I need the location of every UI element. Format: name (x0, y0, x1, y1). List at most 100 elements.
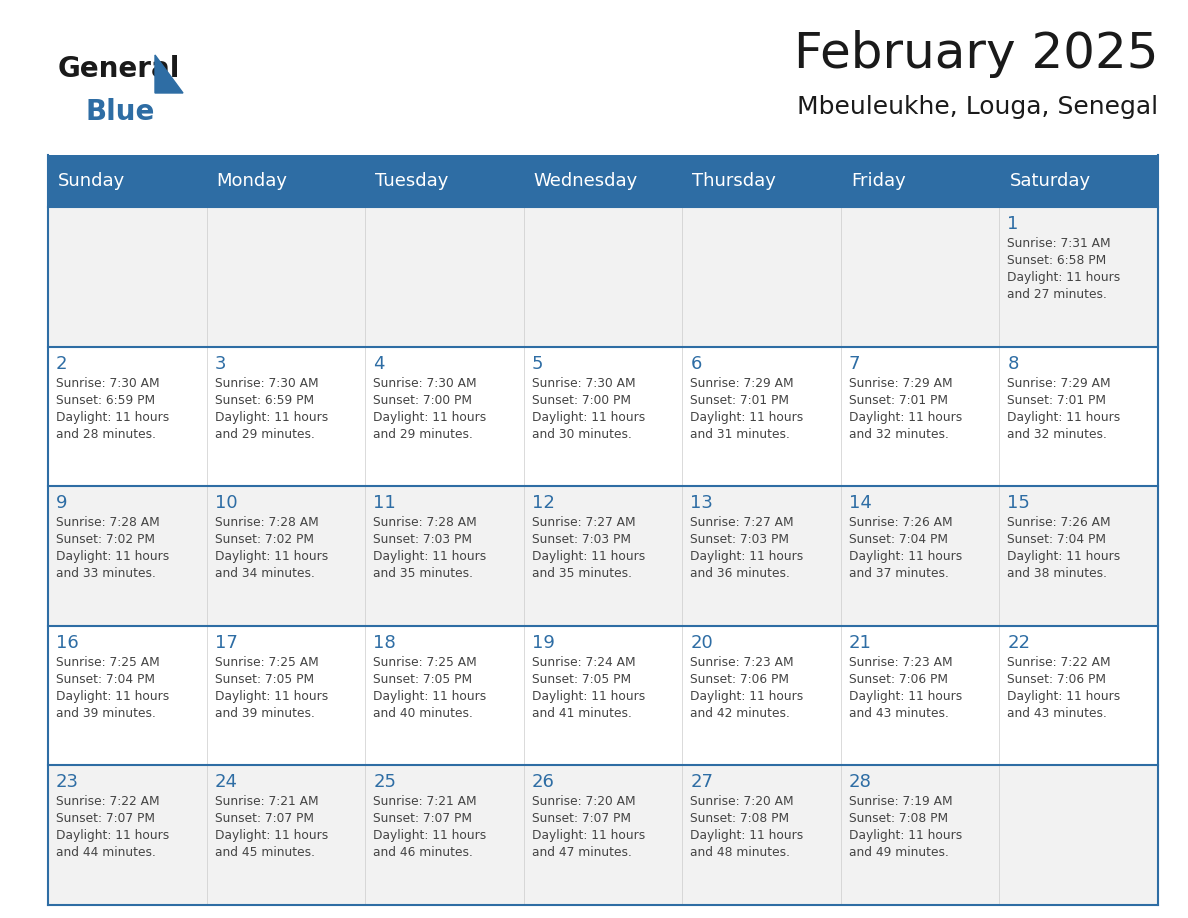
Text: Thursday: Thursday (693, 172, 776, 190)
Bar (207, 207, 365, 347)
Text: Sunset: 6:59 PM: Sunset: 6:59 PM (215, 394, 314, 407)
Text: Daylight: 11 hours: Daylight: 11 hours (532, 550, 645, 564)
Text: Daylight: 11 hours: Daylight: 11 hours (1007, 689, 1120, 703)
Text: Daylight: 11 hours: Daylight: 11 hours (532, 410, 645, 423)
Text: Sunset: 7:07 PM: Sunset: 7:07 PM (215, 812, 314, 825)
Text: Sunrise: 7:29 AM: Sunrise: 7:29 AM (690, 376, 794, 389)
Bar (682, 207, 841, 347)
Bar (48, 347, 207, 487)
Text: Daylight: 11 hours: Daylight: 11 hours (56, 410, 169, 423)
Text: and 43 minutes.: and 43 minutes. (1007, 707, 1107, 720)
Text: Sunset: 7:06 PM: Sunset: 7:06 PM (690, 673, 789, 686)
Text: Sunset: 6:58 PM: Sunset: 6:58 PM (1007, 254, 1107, 267)
Text: 27: 27 (690, 773, 713, 791)
Text: Sunset: 7:07 PM: Sunset: 7:07 PM (373, 812, 472, 825)
Text: Daylight: 11 hours: Daylight: 11 hours (690, 550, 803, 564)
Text: Sunset: 7:00 PM: Sunset: 7:00 PM (532, 394, 631, 407)
Text: Sunset: 7:03 PM: Sunset: 7:03 PM (690, 533, 789, 546)
Text: and 32 minutes.: and 32 minutes. (1007, 428, 1107, 441)
Text: 16: 16 (56, 633, 78, 652)
Text: Daylight: 11 hours: Daylight: 11 hours (849, 829, 962, 843)
Bar (841, 347, 999, 487)
Text: Saturday: Saturday (1010, 172, 1091, 190)
Bar (524, 626, 682, 766)
Text: and 29 minutes.: and 29 minutes. (373, 428, 473, 441)
Text: Daylight: 11 hours: Daylight: 11 hours (1007, 550, 1120, 564)
Text: 12: 12 (532, 494, 555, 512)
Text: 11: 11 (373, 494, 396, 512)
Text: Sunrise: 7:23 AM: Sunrise: 7:23 AM (690, 655, 794, 669)
Text: 7: 7 (849, 354, 860, 373)
Text: and 39 minutes.: and 39 minutes. (215, 707, 315, 720)
Text: Sunset: 6:59 PM: Sunset: 6:59 PM (56, 394, 156, 407)
Text: 13: 13 (690, 494, 713, 512)
Text: Sunrise: 7:25 AM: Sunrise: 7:25 AM (215, 655, 318, 669)
Text: and 39 minutes.: and 39 minutes. (56, 707, 156, 720)
Bar (48, 626, 207, 766)
Text: Sunrise: 7:27 AM: Sunrise: 7:27 AM (532, 516, 636, 529)
Bar (524, 766, 682, 905)
Text: and 34 minutes.: and 34 minutes. (215, 567, 315, 580)
Bar (365, 626, 524, 766)
Text: Sunrise: 7:26 AM: Sunrise: 7:26 AM (1007, 516, 1111, 529)
Text: Daylight: 11 hours: Daylight: 11 hours (532, 829, 645, 843)
Text: and 35 minutes.: and 35 minutes. (532, 567, 632, 580)
Text: Daylight: 11 hours: Daylight: 11 hours (215, 689, 328, 703)
Text: Daylight: 11 hours: Daylight: 11 hours (690, 829, 803, 843)
Text: 15: 15 (1007, 494, 1030, 512)
Text: Daylight: 11 hours: Daylight: 11 hours (373, 410, 486, 423)
Text: Mbeuleukhe, Louga, Senegal: Mbeuleukhe, Louga, Senegal (797, 95, 1158, 119)
Text: 20: 20 (690, 633, 713, 652)
Text: Sunrise: 7:19 AM: Sunrise: 7:19 AM (849, 795, 953, 809)
Text: Sunrise: 7:26 AM: Sunrise: 7:26 AM (849, 516, 953, 529)
Bar (682, 347, 841, 487)
Text: 3: 3 (215, 354, 226, 373)
Bar (841, 626, 999, 766)
Bar (682, 626, 841, 766)
Text: and 30 minutes.: and 30 minutes. (532, 428, 632, 441)
Bar (524, 347, 682, 487)
Text: and 38 minutes.: and 38 minutes. (1007, 567, 1107, 580)
Text: Sunset: 7:04 PM: Sunset: 7:04 PM (1007, 533, 1106, 546)
Text: Sunset: 7:04 PM: Sunset: 7:04 PM (849, 533, 948, 546)
Text: Daylight: 11 hours: Daylight: 11 hours (849, 410, 962, 423)
Bar (524, 487, 682, 626)
Text: Daylight: 11 hours: Daylight: 11 hours (532, 689, 645, 703)
Text: Sunrise: 7:25 AM: Sunrise: 7:25 AM (56, 655, 159, 669)
Text: and 41 minutes.: and 41 minutes. (532, 707, 632, 720)
Text: and 29 minutes.: and 29 minutes. (215, 428, 315, 441)
Polygon shape (154, 55, 183, 93)
Text: and 40 minutes.: and 40 minutes. (373, 707, 473, 720)
Text: Daylight: 11 hours: Daylight: 11 hours (849, 689, 962, 703)
Text: Sunrise: 7:27 AM: Sunrise: 7:27 AM (690, 516, 794, 529)
Text: and 37 minutes.: and 37 minutes. (849, 567, 949, 580)
Bar (999, 626, 1158, 766)
Text: 8: 8 (1007, 354, 1019, 373)
Text: Sunrise: 7:30 AM: Sunrise: 7:30 AM (56, 376, 159, 389)
Bar (365, 487, 524, 626)
Text: Sunrise: 7:30 AM: Sunrise: 7:30 AM (215, 376, 318, 389)
Text: Sunset: 7:02 PM: Sunset: 7:02 PM (215, 533, 314, 546)
Text: Sunrise: 7:24 AM: Sunrise: 7:24 AM (532, 655, 636, 669)
Text: Sunset: 7:00 PM: Sunset: 7:00 PM (373, 394, 472, 407)
Bar (682, 766, 841, 905)
Text: and 27 minutes.: and 27 minutes. (1007, 288, 1107, 301)
Text: Sunset: 7:08 PM: Sunset: 7:08 PM (849, 812, 948, 825)
Text: Sunset: 7:06 PM: Sunset: 7:06 PM (1007, 673, 1106, 686)
Text: and 31 minutes.: and 31 minutes. (690, 428, 790, 441)
Text: Sunrise: 7:22 AM: Sunrise: 7:22 AM (56, 795, 159, 809)
Bar (999, 347, 1158, 487)
Text: Sunset: 7:01 PM: Sunset: 7:01 PM (1007, 394, 1106, 407)
Text: 6: 6 (690, 354, 702, 373)
Text: Daylight: 11 hours: Daylight: 11 hours (215, 550, 328, 564)
Text: Sunset: 7:04 PM: Sunset: 7:04 PM (56, 673, 154, 686)
Bar (999, 487, 1158, 626)
Bar (207, 766, 365, 905)
Text: Daylight: 11 hours: Daylight: 11 hours (1007, 410, 1120, 423)
Bar (999, 766, 1158, 905)
Text: and 44 minutes.: and 44 minutes. (56, 846, 156, 859)
Text: Sunrise: 7:22 AM: Sunrise: 7:22 AM (1007, 655, 1111, 669)
Text: 17: 17 (215, 633, 238, 652)
Text: 21: 21 (849, 633, 872, 652)
Bar (207, 626, 365, 766)
